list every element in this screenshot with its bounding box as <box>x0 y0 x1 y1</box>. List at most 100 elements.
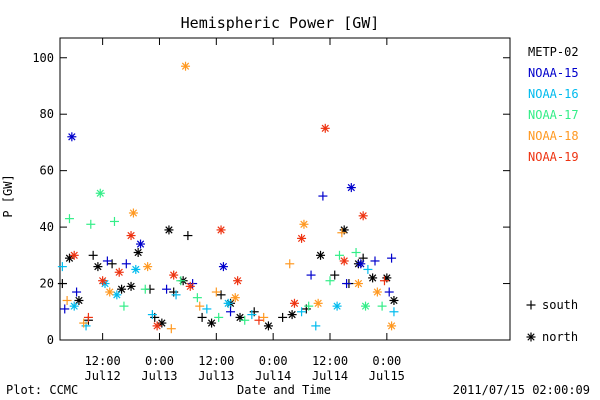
south-point <box>384 287 394 297</box>
north-point <box>74 295 84 305</box>
north-point <box>289 298 299 308</box>
plot-frame <box>59 37 511 341</box>
south-point <box>240 315 250 325</box>
south-point <box>377 301 387 311</box>
south-point <box>57 279 67 289</box>
y-tick-label: 60 <box>40 164 54 178</box>
x-axis-label: Date and Time <box>237 383 331 397</box>
south-point <box>304 301 314 311</box>
north-point <box>297 233 307 243</box>
south-point <box>202 304 212 314</box>
chart-title: Hemispheric Power [GW] <box>181 14 380 32</box>
south-point <box>306 270 316 280</box>
north-point <box>93 262 103 272</box>
south-point <box>102 256 112 266</box>
north-point <box>133 248 143 258</box>
south-point <box>337 228 347 238</box>
north-point <box>387 321 397 331</box>
north-point <box>69 250 79 260</box>
south-point <box>318 191 328 201</box>
y-tick-label: 80 <box>40 107 54 121</box>
x-tick-label-date: Jul13 <box>141 369 177 383</box>
north-point <box>64 253 74 263</box>
north-point <box>117 284 127 294</box>
north-point <box>332 301 342 311</box>
south-point <box>363 264 373 274</box>
south-point <box>119 301 129 311</box>
south-point <box>214 312 224 322</box>
north-point <box>346 183 356 193</box>
north-point <box>287 310 297 320</box>
north-point <box>143 262 153 272</box>
south-point <box>311 321 321 331</box>
north-point <box>112 290 122 300</box>
marker-legend-symbol <box>526 300 536 310</box>
south-point <box>109 216 119 226</box>
y-tick-label: 40 <box>40 220 54 234</box>
north-point <box>320 123 330 133</box>
north-point <box>164 225 174 235</box>
legend-entry: NOAA-18 <box>528 129 579 143</box>
south-point <box>389 307 399 317</box>
north-point <box>230 293 240 303</box>
north-point <box>339 256 349 266</box>
north-point <box>358 211 368 221</box>
footer-left: Plot: CCMC <box>6 383 78 397</box>
north-point <box>368 273 378 283</box>
north-point <box>105 287 115 297</box>
x-tick-label-time: 0:00 <box>259 354 288 368</box>
north-point <box>313 298 323 308</box>
y-axis: 0 20 40 60 80 100 <box>32 51 510 347</box>
marker-legend-label: north <box>542 330 578 344</box>
x-tick-label-date: Jul13 <box>198 369 234 383</box>
south-point <box>57 262 67 272</box>
north-point <box>136 239 146 249</box>
south-point <box>140 284 150 294</box>
south-point <box>62 295 72 305</box>
south-point <box>342 279 352 289</box>
legend: METP-02 NOAA-15 NOAA-16 NOAA-17 NOAA-18 NOAA-… <box>528 45 579 164</box>
x-tick-label-time: 12:00 <box>312 354 348 368</box>
north-point <box>126 231 136 241</box>
x-tick-label-date: Jul14 <box>255 369 291 383</box>
south-point <box>86 219 96 229</box>
south-point <box>121 259 131 269</box>
south-point <box>176 276 186 286</box>
north-point <box>218 262 228 272</box>
data-points <box>57 61 399 334</box>
x-tick-label-date: Jul15 <box>369 369 405 383</box>
south-point <box>195 301 205 311</box>
south-point <box>171 290 181 300</box>
y-tick-label: 100 <box>32 51 54 65</box>
north-point <box>152 321 162 331</box>
north-point <box>126 281 136 291</box>
south-point <box>334 250 344 260</box>
south-point <box>197 312 207 322</box>
south-point <box>166 324 176 334</box>
south-point <box>211 287 221 297</box>
north-point <box>98 276 108 286</box>
north-point <box>235 312 245 322</box>
south-point <box>83 312 93 322</box>
south-point <box>259 312 269 322</box>
south-point <box>88 250 98 260</box>
north-point <box>216 225 226 235</box>
x-tick-label-time: 0:00 <box>372 354 401 368</box>
south-point <box>285 259 295 269</box>
south-point <box>60 304 70 314</box>
north-point <box>299 219 309 229</box>
south-point <box>192 293 202 303</box>
south-point <box>387 253 397 263</box>
footer-right: 2011/07/15 02:00:09 <box>453 383 590 397</box>
south-point <box>370 256 380 266</box>
north-point <box>353 279 363 289</box>
south-point <box>247 310 257 320</box>
north-point <box>157 318 167 328</box>
north-point <box>389 295 399 305</box>
x-tick-label-date: Jul12 <box>85 369 121 383</box>
south-point <box>64 214 74 224</box>
north-point <box>69 301 79 311</box>
south-point <box>254 315 264 325</box>
north-point <box>95 188 105 198</box>
